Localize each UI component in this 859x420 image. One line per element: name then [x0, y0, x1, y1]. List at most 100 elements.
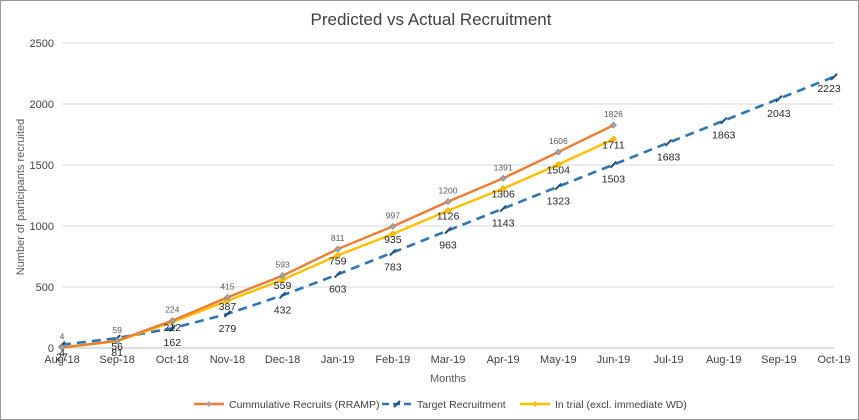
recruit-data-label: 811	[331, 233, 345, 243]
target-data-label: 1683	[657, 152, 681, 164]
target-data-label: 2223	[817, 83, 841, 95]
recruit-point	[334, 245, 342, 253]
target-data-label: 81	[111, 347, 123, 359]
x-tick-label: Feb-19	[375, 354, 410, 366]
y-tick-label: 1500	[30, 160, 54, 172]
series-line-1	[61, 75, 835, 346]
in-trial-point	[610, 135, 617, 143]
target-point	[830, 73, 838, 81]
in-trial-data-label: 1126	[437, 211, 460, 223]
target-point	[278, 291, 287, 300]
recruit-data-label: 59	[112, 325, 122, 335]
legend-marker	[206, 401, 212, 407]
x-tick-label: Aug-18	[44, 354, 79, 366]
y-tick-label: 2500	[30, 38, 54, 50]
target-point	[223, 310, 232, 318]
target-point	[664, 138, 673, 147]
recruit-data-label: 1391	[494, 162, 513, 172]
target-point	[554, 182, 562, 191]
recruit-point	[389, 222, 397, 230]
in-trial-data-label: 4	[59, 348, 65, 360]
legend-label: In trial (excl. immediate WD)	[555, 399, 687, 411]
recruit-point	[444, 198, 452, 206]
target-data-label: 279	[219, 323, 237, 335]
recruit-data-label: 1200	[439, 186, 458, 196]
in-trial-point	[499, 185, 507, 193]
target-data-label: 1143	[492, 218, 515, 230]
in-trial-data-label: 559	[274, 280, 292, 292]
y-tick-label: 1000	[30, 221, 54, 233]
legend-label: Cummulative Recruits (RRAMP)	[229, 399, 380, 411]
legend-label: Target Recruitment	[417, 399, 506, 411]
in-trial-data-label: 935	[384, 234, 402, 246]
target-point	[389, 248, 397, 257]
legend-marker	[532, 401, 538, 407]
recruit-point	[499, 174, 507, 182]
target-data-label: 1863	[712, 130, 736, 142]
y-axis-title: Number of participants recruited	[15, 119, 27, 276]
recruit-point	[610, 121, 617, 129]
in-trial-data-label: 1711	[602, 139, 625, 151]
y-axis-ticks: 0 500 1000 1500 2000 2500	[30, 38, 54, 355]
data-labels: 4 59 224 415 593 811 997 1200 1391 1606 1826 4 56 212…	[56, 83, 841, 364]
in-trial-data-label: 56	[111, 341, 123, 353]
x-tick-label: Jul-19	[654, 354, 684, 366]
target-data-label: 27	[56, 352, 68, 364]
recruit-point	[168, 317, 176, 325]
y-tick-label: 0	[48, 343, 54, 355]
target-point	[444, 226, 452, 235]
target-data-label: 963	[439, 240, 457, 252]
in-trial-point	[279, 276, 286, 284]
target-data-label: 783	[384, 261, 402, 273]
recruit-data-label: 593	[275, 260, 289, 270]
recruit-point	[554, 148, 562, 156]
x-tick-label: Oct-18	[156, 354, 189, 366]
x-tick-label: Jan-19	[321, 354, 355, 366]
x-tick-label: Sep-18	[99, 354, 134, 366]
in-trial-point	[389, 230, 397, 238]
target-point	[499, 204, 507, 213]
x-tick-label: Dec-18	[265, 354, 300, 366]
target-data-label: 1503	[602, 174, 626, 186]
x-axis-title: Months	[430, 373, 467, 385]
gridlines	[62, 42, 834, 349]
target-data-label: 2043	[767, 108, 791, 120]
x-tick-label: Nov-18	[210, 354, 245, 366]
target-point	[168, 324, 176, 332]
target-point	[609, 160, 618, 169]
target-data-label: 162	[164, 337, 182, 349]
in-trial-data-label: 212	[164, 322, 182, 334]
x-tick-label: Aug-19	[706, 354, 741, 366]
x-tick-label: Jun-19	[597, 354, 631, 366]
in-trial-point	[334, 251, 342, 259]
target-data-label: 603	[329, 283, 347, 295]
in-trial-data-label: 387	[219, 301, 237, 313]
x-tick-label: Oct-19	[817, 354, 850, 366]
y-tick-label: 2000	[30, 99, 54, 111]
recruit-point	[113, 337, 121, 345]
recruit-point	[58, 344, 66, 351]
legend-marker	[393, 400, 401, 408]
recruit-data-label: 997	[386, 210, 400, 220]
recruit-point	[224, 293, 231, 301]
y-tick-label: 500	[36, 282, 54, 294]
series-lines	[58, 73, 838, 351]
x-tick-label: May-19	[540, 354, 577, 366]
x-tick-label: Mar-19	[431, 354, 466, 366]
target-data-label: 432	[274, 304, 292, 316]
recruit-point	[279, 272, 286, 280]
recruit-data-label: 1826	[604, 109, 623, 119]
in-trial-data-label: 1504	[547, 165, 571, 177]
chart-legend: Cummulative Recruits (RRAMP) Target Recru…	[194, 399, 687, 411]
in-trial-data-label: 1306	[491, 189, 515, 201]
target-point	[775, 95, 783, 103]
recruit-data-label: 1606	[549, 136, 568, 146]
in-trial-data-label: 759	[329, 255, 347, 267]
series-line-2	[61, 138, 614, 349]
target-point	[720, 117, 728, 125]
x-tick-label: Sep-19	[761, 354, 796, 366]
chart-title: Predicted vs Actual Recruitment	[311, 10, 552, 29]
in-trial-point	[444, 207, 452, 215]
